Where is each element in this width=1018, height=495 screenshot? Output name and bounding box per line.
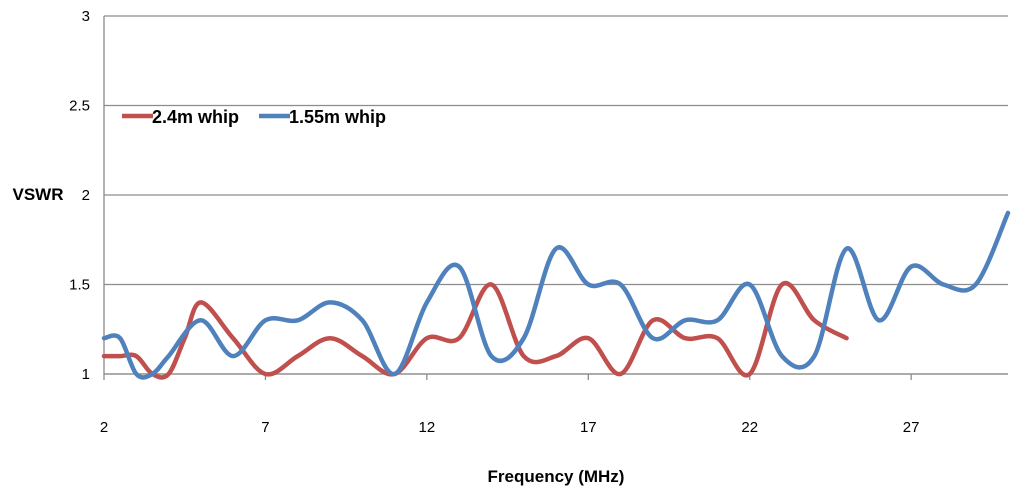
axes (103, 16, 1008, 380)
y-axis-label: VSWR (13, 185, 64, 204)
x-tick-label: 17 (580, 419, 597, 436)
x-tick-label: 2 (100, 419, 108, 436)
x-tick-label: 7 (261, 419, 269, 436)
y-tick-label: 1 (82, 366, 90, 383)
x-tick-label: 22 (741, 419, 758, 436)
series-lines (101, 210, 1011, 380)
y-tick-label: 1.5 (69, 277, 90, 294)
legend-label: 1.55m whip (289, 107, 386, 127)
series-line-1 (101, 280, 849, 380)
legend: 2.4m whip 1.55m whip (122, 107, 386, 127)
series-line-2 (101, 210, 1011, 380)
legend-label: 2.4m whip (152, 107, 239, 127)
y-tick-labels: 1 1.5 2 2.5 3 (69, 8, 90, 383)
y-tick-label: 2.5 (69, 98, 90, 115)
x-tick-label: 27 (903, 419, 920, 436)
y-tick-label: 3 (82, 8, 90, 25)
x-tick-label: 12 (419, 419, 436, 436)
x-axis-label: Frequency (MHz) (488, 467, 625, 486)
y-tick-label: 2 (82, 187, 90, 204)
x-tick-labels: 2 7 12 17 22 27 (100, 419, 920, 436)
gridlines (104, 15, 1008, 375)
